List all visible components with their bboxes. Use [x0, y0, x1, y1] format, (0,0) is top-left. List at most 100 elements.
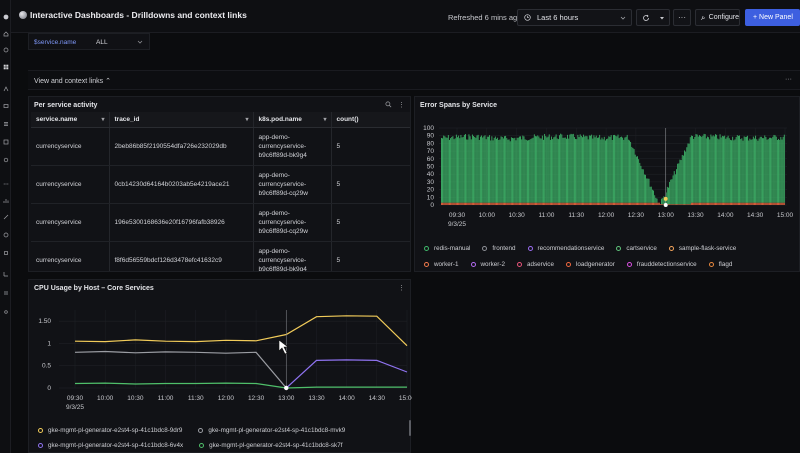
- bar-segment: [445, 202, 447, 205]
- legend-item[interactable]: redis-manual: [424, 245, 470, 252]
- legend-swatch: [424, 246, 429, 251]
- more-options-button[interactable]: ···: [673, 9, 691, 26]
- panel-menu-icon[interactable]: ⋮: [398, 285, 405, 292]
- cell-trace-id[interactable]: 2beb86b85f2190554dfa726e232029db: [108, 127, 253, 166]
- bar-segment: [500, 202, 502, 205]
- row-menu-icon[interactable]: ···: [785, 76, 792, 83]
- table-row[interactable]: currencyservice 2beb86b85f2190554dfa726e…: [31, 127, 410, 166]
- legend-item[interactable]: recommendationservice: [527, 245, 604, 252]
- cell-pod-name[interactable]: app-demo-currencyservice-b9c6ff89d-cq29w: [252, 165, 331, 204]
- sort-icon[interactable]: ▾: [101, 117, 105, 123]
- cell-service[interactable]: currencyservice: [31, 203, 109, 242]
- pod-line: currencyservice-: [258, 142, 307, 150]
- more-icon[interactable]: [2, 180, 9, 187]
- legend-item[interactable]: gke-mgmt-pl-generator-e2st4-sp-41c1bdc8-…: [198, 427, 345, 434]
- x-tick-label: 10:30: [127, 395, 144, 402]
- legend-scrollbar[interactable]: [409, 420, 411, 436]
- bar-segment: [736, 202, 738, 205]
- bar-segment: [749, 202, 751, 205]
- row-header[interactable]: View and context links ⌃ ···: [28, 70, 800, 90]
- cell-pod-name[interactable]: app-demo-currencyservice-b9c6ff89d-cq29w: [252, 203, 331, 242]
- sort-icon[interactable]: ▾: [323, 117, 327, 123]
- traces-icon[interactable]: [2, 138, 9, 145]
- cell-pod-name[interactable]: app-demo-currencyservice-b9c6ff89d-bk9g4: [252, 127, 331, 166]
- legend-item[interactable]: worker-1: [424, 261, 459, 268]
- legend-item[interactable]: frontend: [482, 245, 516, 252]
- sort-icon[interactable]: ▾: [245, 117, 249, 123]
- new-panel-button[interactable]: + New Panel: [745, 9, 800, 26]
- services-icon[interactable]: [2, 85, 9, 92]
- bar-segment: [638, 202, 640, 205]
- series-line: [285, 359, 408, 389]
- pipelines-icon[interactable]: [2, 213, 9, 220]
- bar-segment: [536, 136, 538, 203]
- legend-item[interactable]: adservice: [517, 261, 554, 268]
- bar-segment: [459, 202, 461, 205]
- service-name-variable[interactable]: $service.name ALL: [28, 33, 150, 50]
- settings-icon[interactable]: [2, 308, 9, 315]
- column-header[interactable]: service.name ▾: [31, 112, 109, 128]
- legend-item[interactable]: cartservice: [616, 245, 657, 252]
- bar-segment: [622, 202, 624, 205]
- legend-item[interactable]: frauddetectionservice: [626, 261, 697, 268]
- metrics-icon[interactable]: [2, 197, 9, 204]
- infra-icon[interactable]: [2, 156, 9, 163]
- cell-count[interactable]: 5: [330, 203, 410, 242]
- time-range-picker[interactable]: Last 6 hours: [517, 9, 632, 26]
- exceptions-icon[interactable]: [2, 231, 9, 238]
- column-header[interactable]: count()▾: [330, 112, 410, 128]
- cell-service[interactable]: currencyservice: [31, 165, 109, 204]
- bar-segment: [535, 136, 536, 203]
- legend-item[interactable]: sample-flask-service: [668, 245, 736, 252]
- cell-service[interactable]: currencyservice: [31, 127, 109, 166]
- table-row[interactable]: currencyservice f8f6d56559bdcf126d3478ef…: [31, 241, 410, 271]
- configure-button[interactable]: Configure: [695, 9, 740, 26]
- cell-service[interactable]: currencyservice: [31, 241, 109, 271]
- cell-trace-id[interactable]: 196e5300168636e20f16796fafb38926: [108, 203, 253, 242]
- cell-trace-id[interactable]: f8f6d56559bdcf126d3478efc41632c9: [108, 241, 253, 271]
- legend-item[interactable]: gke-mgmt-pl-generator-e2st4-sp-41c1bdc8-…: [38, 442, 183, 449]
- bar-segment: [452, 136, 454, 203]
- cell-count[interactable]: 5: [330, 165, 410, 204]
- bar-segment: [502, 202, 504, 205]
- cell-count[interactable]: 5: [330, 127, 410, 166]
- bar-segment: [458, 135, 460, 203]
- cpu-usage-chart[interactable]: 0 0.5 1 1.50 09:30 10:00 10:30 11:00 11:30 12:00 1…: [29, 300, 412, 428]
- bar-segment: [615, 202, 617, 205]
- logs-icon[interactable]: [2, 120, 9, 127]
- legend-item[interactable]: worker-2: [470, 261, 505, 268]
- home-icon[interactable]: [2, 30, 9, 37]
- integrations-icon[interactable]: [2, 249, 9, 256]
- cell-trace-id[interactable]: 0cb14230d64164b0203ab5e4219ace21: [108, 165, 253, 204]
- y-tick-label: 10: [427, 194, 435, 201]
- row-title: View and context links ⌃: [34, 78, 111, 85]
- bar-segment: [676, 169, 677, 205]
- search-icon[interactable]: [385, 101, 392, 108]
- bar-segment: [567, 202, 568, 205]
- cell-pod-name[interactable]: app-demo-currencyservice-b9c6ff89d-bk9g4: [252, 241, 331, 271]
- bar-segment: [486, 202, 488, 205]
- bar-segment: [557, 202, 559, 205]
- legend-item[interactable]: gke-mgmt-pl-generator-e2st4-sp-41c1bdc8-…: [38, 427, 182, 434]
- bar-segment: [587, 202, 589, 205]
- table-row[interactable]: currencyservice 196e5300168636e20f16796f…: [31, 203, 410, 242]
- legend-item[interactable]: loadgenerator: [565, 261, 615, 268]
- panel-menu-icon[interactable]: ⋮: [398, 102, 405, 109]
- list-icon[interactable]: [2, 289, 9, 296]
- caret-down-icon[interactable]: [659, 15, 665, 21]
- reports-icon[interactable]: [2, 270, 9, 277]
- cell-count[interactable]: 5: [330, 241, 410, 271]
- alerts-icon[interactable]: [2, 46, 9, 53]
- refresh-button[interactable]: [636, 9, 670, 26]
- legend-item[interactable]: flagd: [708, 261, 732, 268]
- logo-icon[interactable]: [2, 13, 9, 20]
- dashboards-icon[interactable]: [2, 63, 9, 70]
- bar-segment: [582, 137, 583, 203]
- column-header[interactable]: k8s.pod.name ▾: [252, 112, 331, 128]
- column-header[interactable]: trace_id ▾: [108, 112, 253, 128]
- table-row[interactable]: currencyservice 0cb14230d64164b0203ab5e4…: [31, 165, 410, 204]
- legend-item[interactable]: gke-mgmt-pl-generator-e2st4-sp-41c1bdc8-…: [199, 442, 342, 449]
- inbox-icon[interactable]: [2, 102, 9, 109]
- bar-segment: [452, 202, 454, 205]
